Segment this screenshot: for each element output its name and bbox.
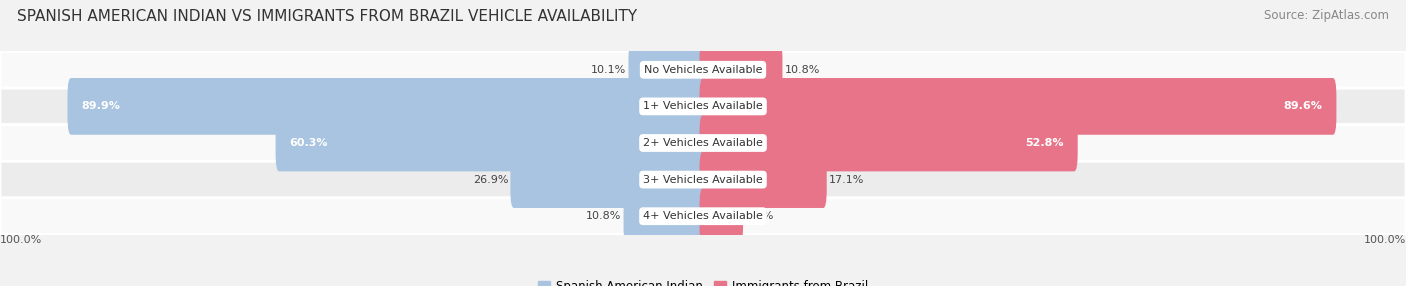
Text: 3+ Vehicles Available: 3+ Vehicles Available: [643, 175, 763, 184]
Text: 10.1%: 10.1%: [591, 65, 627, 75]
FancyBboxPatch shape: [276, 115, 707, 171]
Text: SPANISH AMERICAN INDIAN VS IMMIGRANTS FROM BRAZIL VEHICLE AVAILABILITY: SPANISH AMERICAN INDIAN VS IMMIGRANTS FR…: [17, 9, 637, 23]
FancyBboxPatch shape: [700, 188, 744, 245]
Text: Source: ZipAtlas.com: Source: ZipAtlas.com: [1264, 9, 1389, 21]
Text: 10.8%: 10.8%: [785, 65, 820, 75]
Text: 5.2%: 5.2%: [745, 211, 773, 221]
Text: No Vehicles Available: No Vehicles Available: [644, 65, 762, 75]
FancyBboxPatch shape: [67, 78, 707, 135]
Text: 1+ Vehicles Available: 1+ Vehicles Available: [643, 102, 763, 111]
FancyBboxPatch shape: [700, 151, 827, 208]
Text: 52.8%: 52.8%: [1025, 138, 1064, 148]
Text: 26.9%: 26.9%: [472, 175, 509, 184]
Text: 89.6%: 89.6%: [1284, 102, 1323, 111]
Text: 100.0%: 100.0%: [1364, 235, 1406, 245]
FancyBboxPatch shape: [0, 161, 1406, 198]
FancyBboxPatch shape: [510, 151, 707, 208]
FancyBboxPatch shape: [0, 51, 1406, 88]
Text: 100.0%: 100.0%: [0, 235, 42, 245]
FancyBboxPatch shape: [0, 125, 1406, 161]
FancyBboxPatch shape: [700, 78, 1336, 135]
FancyBboxPatch shape: [0, 198, 1406, 235]
Legend: Spanish American Indian, Immigrants from Brazil: Spanish American Indian, Immigrants from…: [533, 276, 873, 286]
FancyBboxPatch shape: [624, 188, 707, 245]
FancyBboxPatch shape: [700, 115, 1078, 171]
Text: 10.8%: 10.8%: [586, 211, 621, 221]
Text: 2+ Vehicles Available: 2+ Vehicles Available: [643, 138, 763, 148]
FancyBboxPatch shape: [628, 41, 707, 98]
Text: 4+ Vehicles Available: 4+ Vehicles Available: [643, 211, 763, 221]
FancyBboxPatch shape: [700, 41, 782, 98]
Text: 17.1%: 17.1%: [830, 175, 865, 184]
Text: 89.9%: 89.9%: [82, 102, 121, 111]
Text: 60.3%: 60.3%: [290, 138, 328, 148]
FancyBboxPatch shape: [0, 88, 1406, 125]
